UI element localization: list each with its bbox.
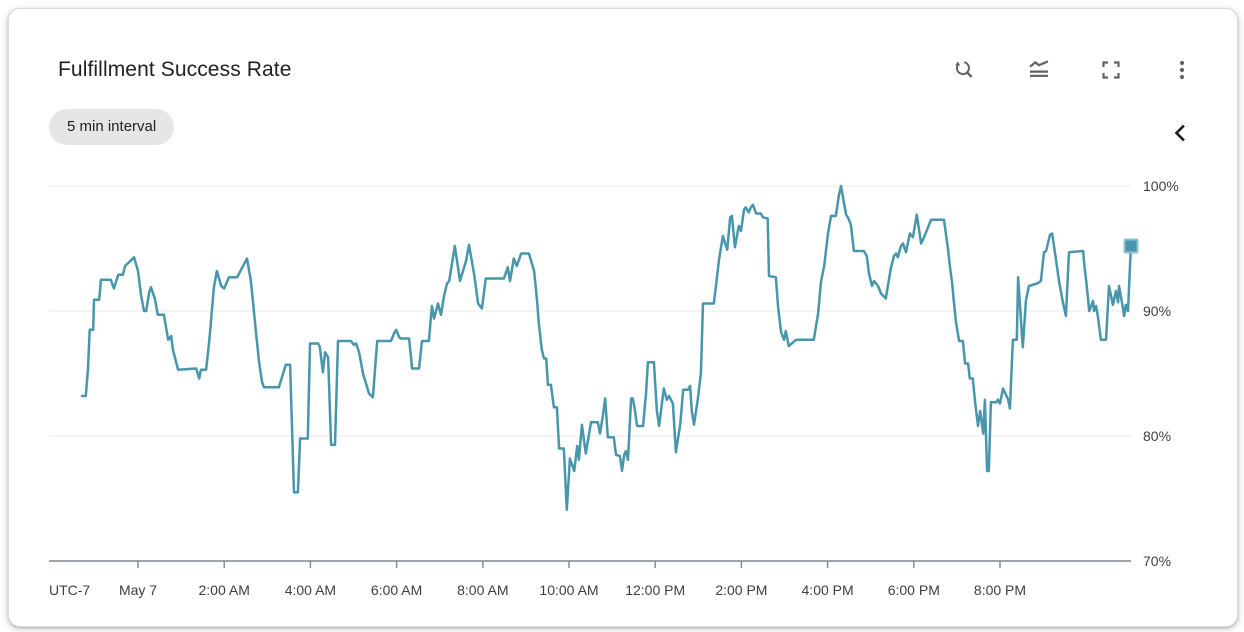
x-tick-label: 2:00 AM — [199, 582, 250, 598]
x-tick-label: 8:00 AM — [457, 582, 508, 598]
series-end-marker — [1123, 238, 1139, 254]
x-tick-label: 4:00 PM — [802, 582, 854, 598]
x-tick-label: 6:00 AM — [371, 582, 422, 598]
more-vert-icon — [1170, 58, 1194, 82]
timezone-label: UTC-7 — [49, 582, 90, 598]
y-tick-label: 70% — [1143, 553, 1171, 569]
x-tick-label: 12:00 PM — [625, 582, 685, 598]
x-tick-label: 10:00 AM — [539, 582, 598, 598]
x-tick-label: 8:00 PM — [974, 582, 1026, 598]
more-options-button[interactable] — [1164, 52, 1200, 88]
y-tick-label: 90% — [1143, 303, 1171, 319]
legend-collapse-button[interactable] — [1165, 119, 1195, 149]
x-tick-label: 4:00 AM — [285, 582, 336, 598]
chart-card: May 7 2:00 AM 4:00 AM 6:00 AM 8:00 AM 10:00 A… — [8, 8, 1238, 627]
zoom-reset-button[interactable] — [946, 52, 982, 88]
fullscreen-icon — [1099, 58, 1123, 82]
y-tick-label: 80% — [1143, 428, 1171, 444]
x-tick-label: 6:00 PM — [888, 582, 940, 598]
series-line — [80, 184, 1133, 512]
x-tick-label: May 7 — [119, 582, 157, 598]
legend-toggle-icon — [1027, 58, 1051, 82]
zoom-reset-icon — [952, 58, 976, 82]
x-tick-label: 2:00 PM — [715, 582, 767, 598]
y-tick-label: 100% — [1143, 178, 1179, 194]
chart-title: Fulfillment Success Rate — [58, 58, 292, 81]
chevron-left-icon — [1171, 123, 1189, 146]
chart-plot-area[interactable]: May 7 2:00 AM 4:00 AM 6:00 AM 8:00 AM 10:00 A… — [9, 9, 1237, 626]
legend-toggle-button[interactable] — [1021, 52, 1057, 88]
interval-badge: 5 min interval — [49, 109, 175, 145]
fullscreen-button[interactable] — [1093, 52, 1129, 88]
